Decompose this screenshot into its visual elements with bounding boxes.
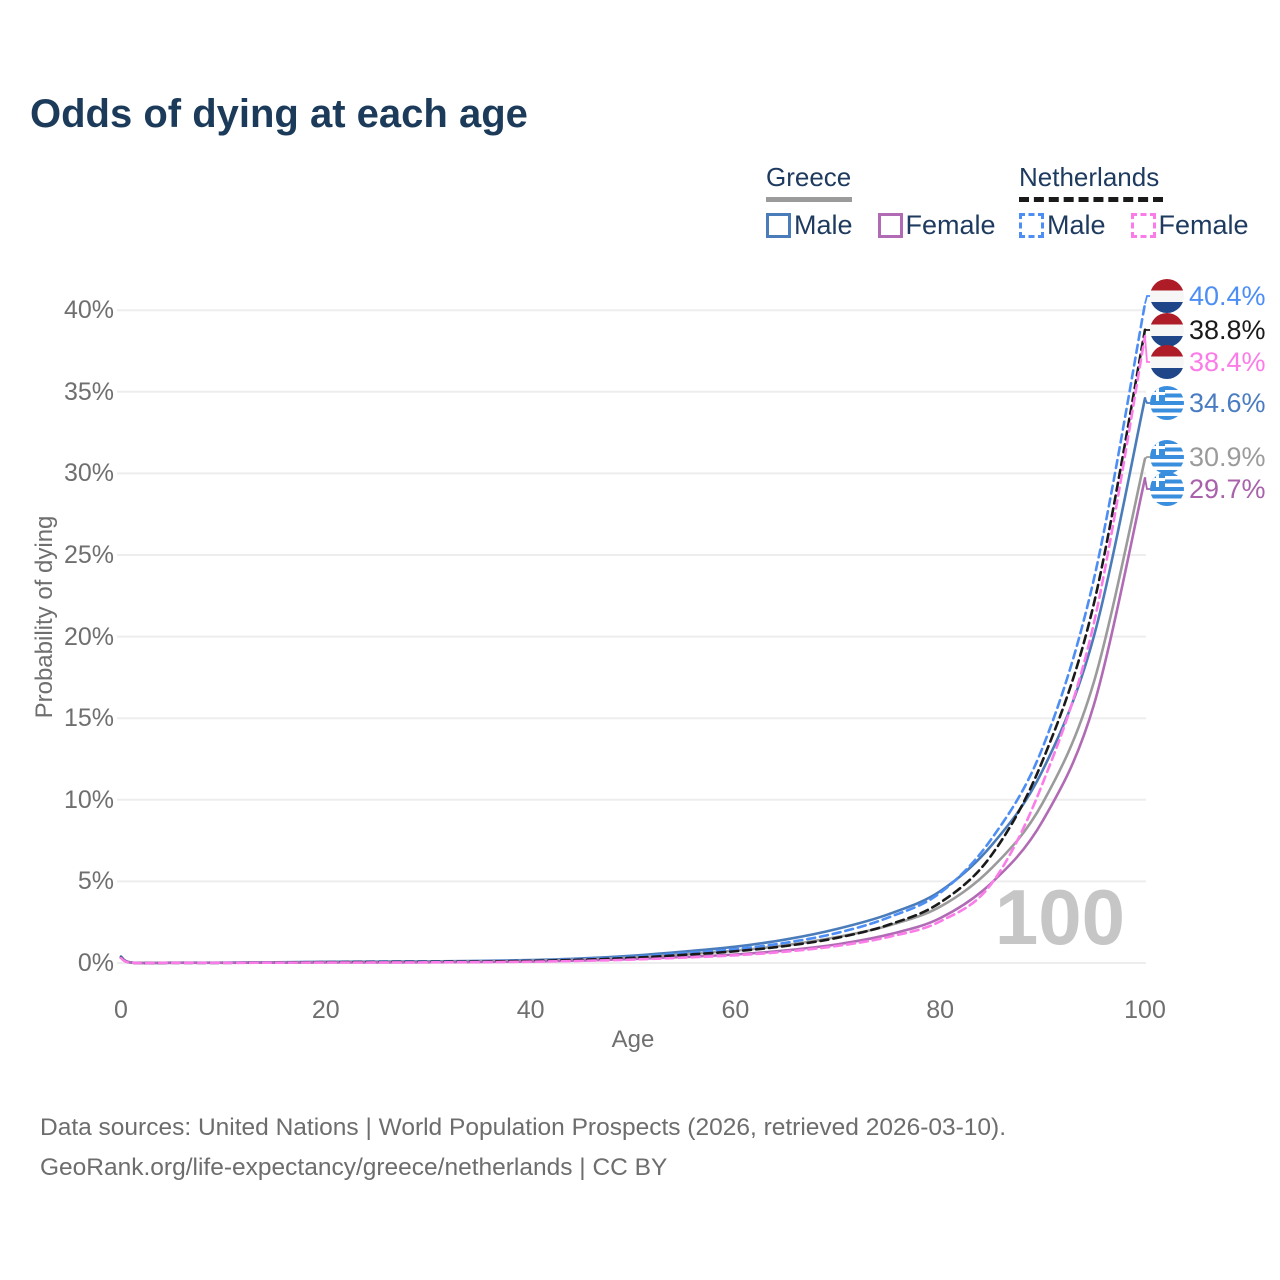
end-label-value: 30.9% <box>1189 441 1266 472</box>
age-watermark: 100 <box>994 873 1125 961</box>
end-label-value: 29.7% <box>1189 473 1266 504</box>
x-axis-title: Age <box>611 1026 655 1053</box>
netherlands-flag-icon <box>1150 345 1184 379</box>
end-label-row-netherlands-female: 38.4% <box>1150 345 1266 379</box>
y-tick-label: 25% <box>63 541 114 569</box>
legend-greece-male-label: Male <box>794 210 853 240</box>
netherlands-flag-icon <box>1150 313 1184 347</box>
series-line-netherlands-male <box>119 302 1147 965</box>
x-tick-label: 0 <box>114 996 128 1024</box>
legend-greece-female-label: Female <box>905 210 996 240</box>
greece-flag-icon <box>1150 472 1184 506</box>
legend-netherlands-group: Netherlands Male Female <box>1019 162 1249 241</box>
y-tick-label: 0% <box>77 949 114 977</box>
greece-flag-icon <box>1150 440 1184 474</box>
end-label-row-greece-female: 29.7% <box>1150 472 1266 506</box>
x-tick-label: 60 <box>721 996 750 1024</box>
greece-flag-cross <box>1150 440 1165 455</box>
end-label-value: 38.8% <box>1189 314 1266 345</box>
y-tick-label: 20% <box>63 622 114 651</box>
end-label-value: 38.4% <box>1189 346 1266 377</box>
legend-greece-female-swatch <box>877 213 903 238</box>
end-label-row-greece-male: 34.6% <box>1150 386 1266 420</box>
footer: Data sources: United Nations | World Pop… <box>40 1108 1006 1188</box>
x-tick-label: 80 <box>926 996 955 1024</box>
x-tick-label: 20 <box>311 996 340 1024</box>
chart-title: Odds of dying at each age <box>30 92 528 136</box>
legend-greece-group: Greece Male Female <box>766 162 996 241</box>
y-tick-label: 40% <box>63 296 114 325</box>
legend-netherlands-female-label: Female <box>1158 210 1249 240</box>
netherlands-line-style-swatch <box>1019 197 1163 202</box>
y-tick-label: 10% <box>63 785 114 814</box>
greece-line-style-swatch <box>766 197 852 202</box>
y-tick-label: 5% <box>77 867 114 896</box>
end-label-value: 40.4% <box>1189 280 1266 311</box>
greece-flag-cross <box>1150 386 1165 401</box>
y-tick-label: 30% <box>63 459 114 488</box>
y-axis-title: Probability of dying <box>31 515 58 719</box>
legend-greece-items: Male Female <box>766 210 996 241</box>
legend-greece-male-swatch <box>766 213 791 238</box>
end-label-row-netherlands-male: 40.4% <box>1150 279 1266 313</box>
x-tick-label: 40 <box>516 996 545 1024</box>
series-line-netherlands-total <box>119 328 1147 965</box>
legend-greece-label: Greece <box>766 162 852 192</box>
end-label-value: 34.6% <box>1189 387 1266 418</box>
legend-netherlands-male-label: Male <box>1047 210 1106 240</box>
y-tick-label: 35% <box>63 377 114 406</box>
legend-netherlands-items: Male Female <box>1019 210 1249 241</box>
data-sources-text: Data sources: United Nations | World Pop… <box>40 1114 1007 1141</box>
attribution-text: GeoRank.org/life-expectancy/greece/nethe… <box>40 1154 668 1181</box>
series-line-netherlands-female <box>119 335 1147 965</box>
legend-netherlands-label: Netherlands <box>1019 162 1160 192</box>
greece-flag-cross <box>1150 472 1165 487</box>
legend-netherlands-male-swatch <box>1019 213 1044 238</box>
netherlands-flag-icon <box>1150 279 1184 313</box>
end-label-row-netherlands-total: 38.8% <box>1150 313 1266 347</box>
end-label-row-greece-total: 30.9% <box>1150 440 1266 474</box>
legend-netherlands-female-swatch <box>1130 213 1156 238</box>
x-tick-label: 100 <box>1124 996 1166 1024</box>
y-tick-label: 15% <box>63 704 114 733</box>
greece-flag-icon <box>1150 386 1184 420</box>
